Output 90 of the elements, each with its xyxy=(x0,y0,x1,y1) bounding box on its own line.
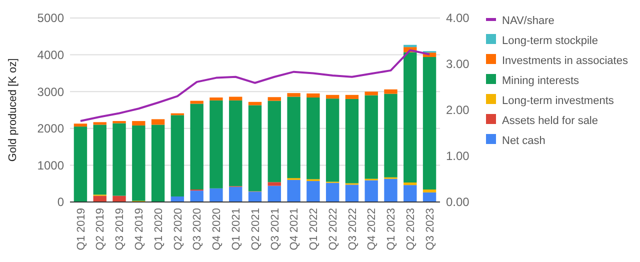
bar xyxy=(345,98,359,184)
bar xyxy=(306,93,320,98)
bar xyxy=(210,188,223,202)
y2-tick-label: 0.00 xyxy=(446,195,470,210)
bar xyxy=(326,98,340,182)
y2-tick-label: 4.00 xyxy=(446,11,470,26)
x-tick-label: Q4 2020 xyxy=(211,208,224,250)
x-tick-label: Q3 2022 xyxy=(346,208,359,250)
legend-label: Mining interests xyxy=(502,74,580,87)
x-tick-label: Q2 2022 xyxy=(327,208,340,250)
bar xyxy=(229,100,242,186)
bar xyxy=(229,96,242,100)
x-tick-label: Q3 2019 xyxy=(114,208,126,250)
legend-label: NAV/share xyxy=(502,14,554,27)
bar xyxy=(287,96,300,178)
y-tick-label: 0 xyxy=(57,195,64,210)
y2-tick-label: 2.00 xyxy=(446,103,470,118)
bar xyxy=(384,89,398,94)
bar xyxy=(404,52,417,182)
bar xyxy=(345,184,359,202)
bar xyxy=(248,105,262,192)
x-tick-label: Q1 2020 xyxy=(152,208,165,250)
bar xyxy=(364,180,378,202)
x-tick-label: Q3 2020 xyxy=(192,208,204,250)
x-tick-label: Q3 2021 xyxy=(269,208,282,250)
bar xyxy=(287,180,300,202)
legend-label: Investments in associates xyxy=(502,54,628,67)
y-tick-label: 1000 xyxy=(37,158,64,172)
y-tick-label: 5000 xyxy=(37,11,64,26)
bar xyxy=(268,186,281,202)
bar xyxy=(306,181,320,202)
bar xyxy=(248,192,262,202)
y-tick-label: 4000 xyxy=(37,48,64,62)
y-axis-title: Gold produced [K oz] xyxy=(7,58,19,162)
bar xyxy=(268,97,281,101)
bar xyxy=(345,94,359,99)
x-tick-label: Q2 2023 xyxy=(404,208,417,250)
bar xyxy=(384,178,398,202)
legend-label: Long-term stockpile xyxy=(502,34,598,47)
x-tick-label: Q1 2023 xyxy=(386,208,398,250)
bar xyxy=(190,104,204,190)
bar xyxy=(93,122,106,125)
x-tick-label: Q2 2019 xyxy=(94,208,107,250)
bar xyxy=(364,92,378,96)
bar xyxy=(93,124,106,195)
bar xyxy=(326,182,340,202)
bar xyxy=(287,93,300,97)
legend-label: Assets held for sale xyxy=(502,114,598,127)
bar xyxy=(422,192,436,202)
x-tick-label: Q1 2022 xyxy=(308,208,320,250)
x-tick-label: Q4 2021 xyxy=(288,208,301,250)
x-tick-label: Q2 2020 xyxy=(172,208,184,250)
bar xyxy=(151,119,165,125)
bar xyxy=(404,44,417,48)
x-tick-label: Q4 2019 xyxy=(134,208,146,250)
bar xyxy=(404,182,417,186)
bar xyxy=(112,196,126,202)
bar xyxy=(384,94,398,178)
bar xyxy=(132,121,146,126)
x-tick-label: Q4 2022 xyxy=(366,208,378,250)
y-tick-label: 2000 xyxy=(37,122,64,136)
bar xyxy=(132,125,146,201)
legend-label: Long-term investments xyxy=(502,94,614,107)
bar xyxy=(151,124,165,202)
bar xyxy=(229,186,242,202)
bar xyxy=(210,100,223,188)
bar xyxy=(112,123,126,196)
bar xyxy=(326,94,340,99)
bar xyxy=(422,189,436,192)
bar xyxy=(74,126,88,202)
bar xyxy=(306,97,320,180)
bar xyxy=(93,196,106,202)
bar xyxy=(170,115,184,196)
y2-tick-label: 1.00 xyxy=(446,149,470,164)
bar xyxy=(74,124,88,127)
bar xyxy=(190,190,204,202)
bar xyxy=(268,100,281,182)
x-tick-label: Q3 2023 xyxy=(424,208,436,250)
legend-label: Net cash xyxy=(502,134,546,147)
x-tick-label: Q2 2021 xyxy=(250,208,262,250)
line-series xyxy=(79,49,431,122)
y2-tick-label: 3.00 xyxy=(446,57,470,72)
x-tick-label: Q1 2021 xyxy=(230,208,242,250)
bar xyxy=(364,95,378,179)
bar xyxy=(422,57,436,190)
x-tick-label: Q1 2019 xyxy=(75,208,88,250)
bar xyxy=(268,182,281,186)
y-tick-label: 3000 xyxy=(37,84,64,99)
bar xyxy=(210,97,223,100)
bar xyxy=(404,185,417,202)
